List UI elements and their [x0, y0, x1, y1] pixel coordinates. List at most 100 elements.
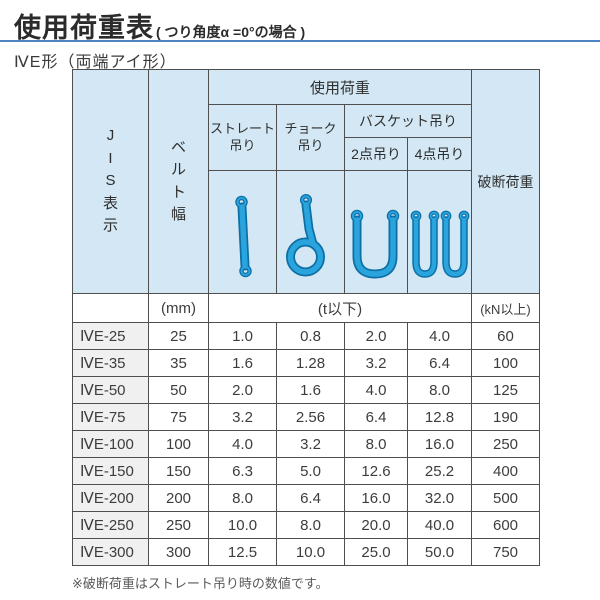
- basket2-load-cell: 8.0: [344, 430, 408, 458]
- basket2-load-cell: 2.0: [344, 322, 408, 350]
- jis-code-cell: ⅣE-300: [72, 538, 149, 566]
- basket4-load-cell: 16.0: [407, 430, 472, 458]
- breaking-load-cell: 500: [471, 484, 540, 512]
- basket-4point-icon: [410, 210, 469, 278]
- choke-load-cell: 5.0: [276, 457, 345, 485]
- table-row: ⅣE-150 150 6.3 5.0 12.6 25.2 400: [72, 457, 540, 485]
- choke-load-cell: 3.2: [276, 430, 345, 458]
- unit-belt-mm: (mm): [148, 293, 209, 323]
- choke-load-cell: 1.28: [276, 349, 345, 377]
- header-belt-width: ベ ル ト 幅: [148, 69, 209, 294]
- straight-load-cell: 8.0: [208, 484, 277, 512]
- breaking-load-cell: 750: [471, 538, 540, 566]
- title-divider: [0, 40, 600, 42]
- breaking-load-cell: 125: [471, 376, 540, 404]
- jis-code-cell: ⅣE-25: [72, 322, 149, 350]
- basket-2point-icon-cell: [344, 170, 408, 294]
- choke-load-cell: 0.8: [276, 322, 345, 350]
- header-choke-hitch: チョーク 吊り: [276, 104, 345, 171]
- unit-breaking-kn: (kN以上): [471, 293, 540, 323]
- header-basket-hitch: バスケット吊り: [344, 104, 472, 138]
- load-capacity-table: J I S 表 示 ベ ル ト 幅 使用荷重 破断荷重 ストレート 吊り チョー…: [72, 69, 540, 566]
- header-basket-2point: 2点吊り: [344, 137, 408, 171]
- breaking-load-cell: 100: [471, 349, 540, 377]
- title-main: 使用荷重表: [14, 13, 154, 43]
- header-breaking-load: 破断荷重: [471, 69, 540, 294]
- jis-code-cell: ⅣE-150: [72, 457, 149, 485]
- header-basket-4point: 4点吊り: [407, 137, 472, 171]
- straight-load-cell: 4.0: [208, 430, 277, 458]
- basket4-load-cell: 8.0: [407, 376, 472, 404]
- table-row: ⅣE-35 35 1.6 1.28 3.2 6.4 100: [72, 349, 540, 377]
- basket-2point-icon: [350, 209, 400, 279]
- table-row: ⅣE-25 25 1.0 0.8 2.0 4.0 60: [72, 322, 540, 350]
- basket4-load-cell: 25.2: [407, 457, 472, 485]
- table-row: ⅣE-200 200 8.0 6.4 16.0 32.0 500: [72, 484, 540, 512]
- straight-load-cell: 6.3: [208, 457, 277, 485]
- belt-width-cell: 75: [148, 403, 209, 431]
- table-row: ⅣE-100 100 4.0 3.2 8.0 16.0 250: [72, 430, 540, 458]
- basket4-load-cell: 40.0: [407, 511, 472, 539]
- choke-load-cell: 8.0: [276, 511, 345, 539]
- basket2-load-cell: 6.4: [344, 403, 408, 431]
- page-title: 使用荷重表( つり角度α =0°の場合 ): [14, 6, 305, 45]
- choke-load-cell: 10.0: [276, 538, 345, 566]
- straight-load-cell: 12.5: [208, 538, 277, 566]
- header-jis: J I S 表 示: [72, 69, 149, 294]
- choke-sling-icon: [285, 193, 325, 277]
- breaking-load-cell: 60: [471, 322, 540, 350]
- jis-code-cell: ⅣE-50: [72, 376, 149, 404]
- straight-load-cell: 1.0: [208, 322, 277, 350]
- basket2-load-cell: 4.0: [344, 376, 408, 404]
- basket2-load-cell: 3.2: [344, 349, 408, 377]
- title-sub: ( つり角度α =0°の場合 ): [156, 24, 306, 40]
- breaking-load-footnote: ※破断荷重はストレート吊り時の数値です。: [72, 576, 329, 591]
- table-row: ⅣE-300 300 12.5 10.0 25.0 50.0 750: [72, 538, 540, 566]
- table-row: ⅣE-75 75 3.2 2.56 6.4 12.8 190: [72, 403, 540, 431]
- belt-width-cell: 35: [148, 349, 209, 377]
- choke-sling-icon-cell: [276, 170, 345, 294]
- straight-sling-icon: [234, 195, 252, 278]
- basket2-load-cell: 16.0: [344, 484, 408, 512]
- jis-code-cell: ⅣE-100: [72, 430, 149, 458]
- load-table: J I S 表 示 ベ ル ト 幅 使用荷重 破断荷重 ストレート 吊り チョー…: [72, 69, 540, 566]
- basket-4point-icon-cell: [407, 170, 472, 294]
- straight-sling-icon-cell: [208, 170, 277, 294]
- belt-width-cell: 300: [148, 538, 209, 566]
- unit-load-tons: (t以下): [208, 293, 472, 323]
- straight-load-cell: 3.2: [208, 403, 277, 431]
- basket4-load-cell: 12.8: [407, 403, 472, 431]
- choke-load-cell: 6.4: [276, 484, 345, 512]
- model-subtitle: ⅣE形（両端アイ形）: [14, 54, 177, 71]
- breaking-load-cell: 190: [471, 403, 540, 431]
- breaking-load-cell: 400: [471, 457, 540, 485]
- basket4-load-cell: 32.0: [407, 484, 472, 512]
- straight-load-cell: 1.6: [208, 349, 277, 377]
- table-row: ⅣE-250 250 10.0 8.0 20.0 40.0 600: [72, 511, 540, 539]
- belt-width-cell: 250: [148, 511, 209, 539]
- choke-load-cell: 1.6: [276, 376, 345, 404]
- unit-jis-empty: [72, 293, 149, 323]
- jis-code-cell: ⅣE-250: [72, 511, 149, 539]
- basket2-load-cell: 20.0: [344, 511, 408, 539]
- basket4-load-cell: 50.0: [407, 538, 472, 566]
- belt-width-cell: 100: [148, 430, 209, 458]
- jis-code-cell: ⅣE-75: [72, 403, 149, 431]
- basket2-load-cell: 25.0: [344, 538, 408, 566]
- jis-code-cell: ⅣE-35: [72, 349, 149, 377]
- basket4-load-cell: 4.0: [407, 322, 472, 350]
- jis-code-cell: ⅣE-200: [72, 484, 149, 512]
- header-straight-hitch: ストレート 吊り: [208, 104, 277, 171]
- belt-width-cell: 150: [148, 457, 209, 485]
- basket4-load-cell: 6.4: [407, 349, 472, 377]
- breaking-load-cell: 600: [471, 511, 540, 539]
- straight-load-cell: 2.0: [208, 376, 277, 404]
- belt-width-cell: 200: [148, 484, 209, 512]
- basket2-load-cell: 12.6: [344, 457, 408, 485]
- belt-width-cell: 50: [148, 376, 209, 404]
- breaking-load-cell: 250: [471, 430, 540, 458]
- straight-load-cell: 10.0: [208, 511, 277, 539]
- belt-width-cell: 25: [148, 322, 209, 350]
- table-row: ⅣE-50 50 2.0 1.6 4.0 8.0 125: [72, 376, 540, 404]
- choke-load-cell: 2.56: [276, 403, 345, 431]
